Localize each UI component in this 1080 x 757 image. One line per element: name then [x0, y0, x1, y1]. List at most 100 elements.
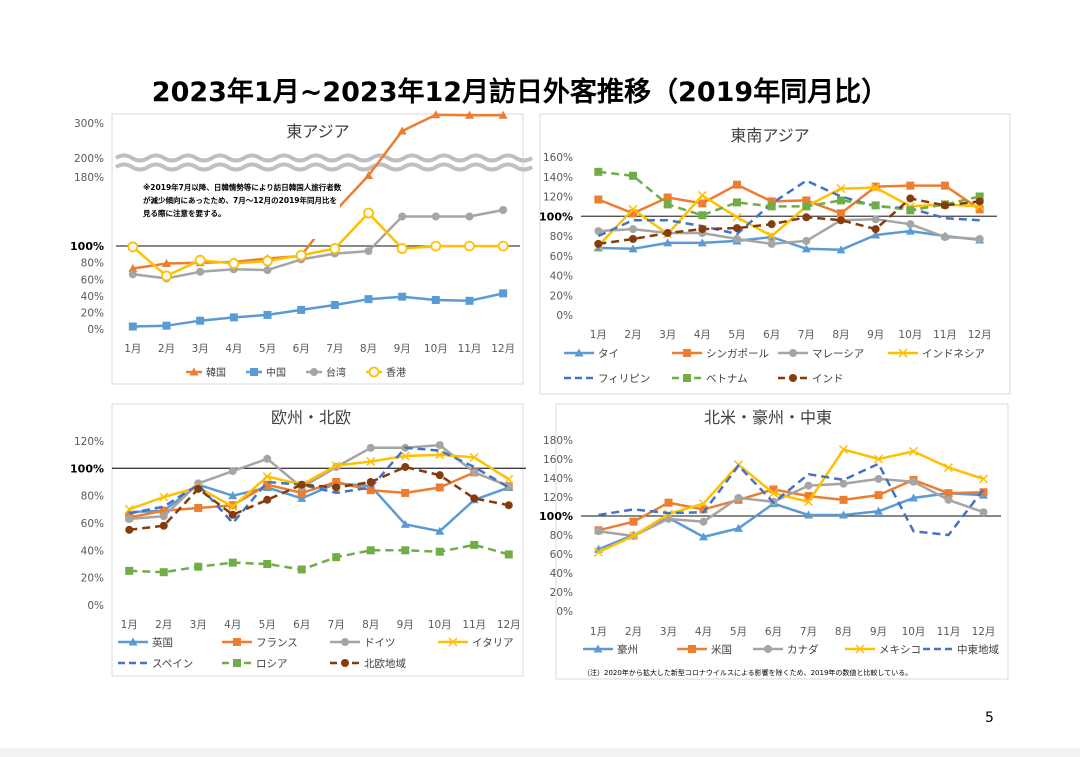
data-point-au-8 — [874, 506, 883, 515]
x-tick-label-2-0: 1月 — [121, 619, 138, 631]
data-point-de-3 — [228, 467, 237, 476]
data-point-ru-0 — [125, 566, 134, 575]
y-tick-label-1-3: 60% — [550, 251, 573, 263]
chart-title-1: 東南アジア — [730, 126, 809, 145]
x-tick-label-1-1: 2月 — [624, 329, 641, 341]
data-point-mx-5 — [768, 488, 779, 498]
data-point-ca-0 — [594, 527, 603, 536]
y-tick-label-1-7: 140% — [543, 172, 573, 184]
series-line-ca — [598, 477, 984, 538]
x-tick-label-3-6: 7月 — [800, 626, 817, 638]
legend-label-id: インドネシア — [922, 348, 985, 360]
x-tick-label-0-9: 10月 — [424, 343, 448, 355]
data-point-it-4 — [262, 472, 272, 482]
legend-label-ca: カナダ — [787, 643, 819, 656]
data-point-sg-0 — [594, 195, 603, 204]
x-tick-label-3-7: 8月 — [835, 626, 852, 638]
axis-break-wave-0 — [114, 153, 534, 163]
legend-tw-marker — [310, 368, 318, 376]
legend-label-cn: 中国 — [266, 366, 286, 379]
y-tick-label-2-6: 120% — [74, 436, 104, 448]
data-point-th-7 — [836, 245, 846, 254]
data-point-hk-10 — [464, 240, 475, 252]
data-point-fr-4 — [263, 480, 272, 489]
data-point-ru-7 — [366, 546, 375, 555]
data-point-vn-9 — [906, 206, 915, 215]
x-tick-label-0-5: 6月 — [293, 343, 310, 355]
x-tick-label-0-10: 11月 — [458, 343, 482, 355]
data-point-ru-8 — [401, 546, 410, 555]
legend-vn-marker — [683, 374, 691, 382]
data-point-th-6 — [801, 244, 811, 253]
y-tick-label-1-4: 80% — [550, 231, 573, 243]
data-point-ca-10 — [944, 495, 953, 504]
legend-it-marker — [448, 637, 458, 647]
data-point-hk-7 — [363, 207, 374, 219]
y-tick-label-3-6: 120% — [543, 492, 573, 504]
data-point-mx-3 — [698, 499, 709, 509]
x-tick-label-1-5: 6月 — [763, 329, 780, 341]
data-point-de-1 — [159, 512, 168, 521]
y-tick-label-3-0: 0% — [556, 606, 573, 618]
data-point-vn-0 — [594, 167, 603, 176]
x-tick-label-2-11: 12月 — [497, 619, 521, 631]
data-point-ru-1 — [159, 568, 168, 577]
x-tick-label-1-8: 9月 — [867, 329, 884, 341]
data-point-de-9 — [435, 441, 444, 450]
data-point-cn-0 — [128, 322, 137, 331]
data-point-kr-0 — [128, 263, 138, 272]
legend-label-us: 米国 — [711, 643, 732, 656]
legend-label-th: タイ — [598, 348, 619, 360]
data-point-vn-8 — [871, 201, 880, 210]
y-tick-label-2-0: 0% — [87, 600, 104, 612]
data-point-sg-1 — [629, 209, 637, 218]
data-point-mx-10 — [943, 463, 954, 473]
x-tick-label-3-9: 10月 — [902, 626, 926, 638]
data-point-au-7 — [839, 510, 848, 519]
x-tick-label-2-6: 7月 — [328, 619, 345, 631]
y-tick-label-3-1: 20% — [550, 587, 573, 599]
series-line-tw — [132, 208, 504, 280]
legend-nordic-marker — [341, 659, 349, 667]
data-point-kr-7 — [364, 171, 373, 179]
data-point-nordic-6 — [332, 483, 341, 492]
data-point-cn-8 — [398, 292, 407, 301]
data-point-it-8 — [400, 451, 410, 461]
data-point-th-8 — [871, 230, 881, 239]
data-point-us-2 — [664, 498, 673, 507]
data-point-mx-7 — [838, 444, 849, 455]
data-point-in-9 — [906, 194, 915, 203]
legend-label-kr: 韓国 — [206, 367, 226, 379]
data-point-tw-7 — [364, 247, 373, 256]
data-point-mx-6 — [803, 497, 814, 507]
legend-au-marker — [593, 644, 603, 653]
data-point-ru-3 — [228, 558, 237, 567]
data-point-cn-10 — [465, 296, 474, 305]
data-point-cn-6 — [330, 300, 339, 309]
x-tick-label-3-3: 4月 — [695, 626, 712, 638]
data-point-in-1 — [629, 234, 637, 243]
legend-label-fr: フランス — [256, 637, 298, 649]
data-point-tw-10 — [465, 212, 474, 221]
y-tick-label-2-1: 20% — [81, 573, 104, 585]
data-point-de-10 — [470, 468, 479, 477]
data-point-it-10 — [469, 452, 479, 462]
legend-label-hk: 香港 — [386, 367, 406, 379]
data-point-it-1 — [159, 492, 169, 502]
data-point-hk-3 — [228, 258, 240, 269]
legend-label-vn: ベトナム — [706, 373, 748, 385]
data-point-my-1 — [629, 225, 637, 234]
data-point-hk-0 — [127, 241, 139, 253]
data-point-my-8 — [871, 215, 880, 224]
legend-ca-marker — [764, 645, 772, 653]
data-point-ca-9 — [909, 477, 918, 486]
data-point-vn-6 — [802, 202, 811, 211]
legend-ru-marker — [233, 659, 241, 667]
legend-kr-marker — [189, 367, 199, 376]
data-point-hk-11 — [497, 240, 509, 252]
y-tick-label-2-4: 80% — [81, 491, 104, 503]
x-tick-label-0-6: 7月 — [326, 343, 343, 355]
data-point-nordic-0 — [125, 525, 134, 534]
legend-sg-marker — [683, 349, 691, 357]
